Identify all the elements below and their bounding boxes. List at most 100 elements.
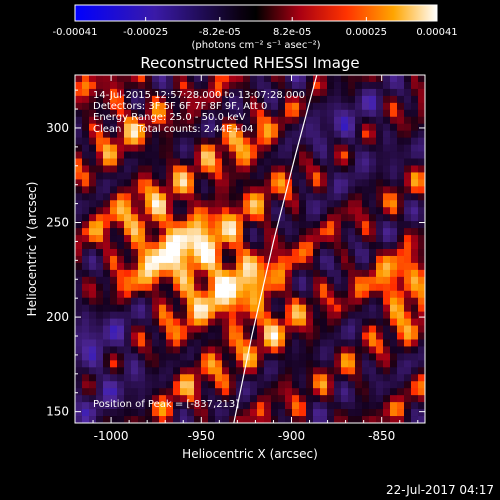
heatmap-cell <box>124 255 132 264</box>
heatmap-cell <box>271 214 279 222</box>
heatmap-cell <box>299 304 307 312</box>
heatmap-cell <box>257 402 265 410</box>
heatmap-cell <box>222 172 230 180</box>
heatmap-cell <box>348 269 356 278</box>
heatmap-cell <box>369 75 377 83</box>
heatmap-cell <box>313 144 321 152</box>
heatmap-cell <box>96 402 104 410</box>
heatmap-cell <box>327 381 335 389</box>
heatmap-cell <box>75 367 83 375</box>
heatmap-cell <box>96 290 104 299</box>
heatmap-cell <box>138 144 146 152</box>
heatmap-cell <box>369 102 377 111</box>
heatmap-cell <box>362 409 370 417</box>
heatmap-cell <box>173 116 181 125</box>
heatmap-cell <box>166 353 174 361</box>
heatmap-cell <box>355 221 363 229</box>
heatmap-cell <box>75 172 83 180</box>
heatmap-cell <box>117 269 125 278</box>
heatmap-cell <box>173 276 181 285</box>
heatmap-cell <box>89 297 97 305</box>
heatmap-cell <box>236 144 244 152</box>
heatmap-cell <box>250 381 258 389</box>
heatmap-cell <box>201 346 209 354</box>
heatmap-cell <box>75 332 83 340</box>
heatmap-cell <box>278 249 286 257</box>
heatmap-cell <box>341 269 349 278</box>
heatmap-cell <box>236 325 244 333</box>
heatmap-cell <box>138 297 146 305</box>
heatmap-cell <box>124 388 132 396</box>
heatmap-cell <box>222 116 230 125</box>
heatmap-cell <box>96 367 104 375</box>
colorbar-tick-label: -0.00025 <box>123 27 168 38</box>
heatmap-cell <box>397 221 405 229</box>
heatmap-cell <box>320 381 328 389</box>
heatmap-cell <box>166 109 174 118</box>
heatmap-cell <box>404 172 412 180</box>
heatmap-cell <box>313 339 321 347</box>
heatmap-cell <box>418 304 425 312</box>
heatmap-cell <box>376 360 384 368</box>
heatmap-cell <box>145 109 153 118</box>
heatmap-cell <box>250 283 258 292</box>
heatmap-cell <box>103 165 111 173</box>
heatmap-cell <box>75 193 83 201</box>
heatmap-cell <box>369 339 377 347</box>
heatmap-cell <box>117 116 125 125</box>
heatmap-cell <box>320 409 328 417</box>
heatmap-cell <box>82 116 90 125</box>
heatmap-cell <box>362 262 370 271</box>
heatmap-cell <box>243 130 251 138</box>
heatmap-cell <box>383 297 391 305</box>
heatmap-cell <box>110 88 118 97</box>
heatmap-cell <box>173 416 181 423</box>
heatmap-cell <box>124 353 132 361</box>
heatmap-cell <box>131 172 139 180</box>
heatmap-cell <box>124 75 132 83</box>
heatmap-cell <box>243 255 251 264</box>
heatmap-cell <box>166 332 174 340</box>
heatmap-cell <box>229 75 237 83</box>
heatmap-cell <box>243 151 251 159</box>
heatmap-cell <box>159 367 167 375</box>
heatmap-cell <box>292 158 300 166</box>
heatmap-cell <box>271 304 279 312</box>
heatmap-cell <box>117 123 125 131</box>
heatmap-cell <box>103 221 111 229</box>
heatmap-cell <box>75 290 83 299</box>
heatmap-cell <box>222 402 230 410</box>
heatmap-cell <box>257 158 265 166</box>
heatmap-cell <box>334 269 342 278</box>
heatmap-cell <box>376 283 384 292</box>
heatmap-cell <box>173 151 181 159</box>
heatmap-cell <box>222 207 230 215</box>
heatmap-cell <box>124 235 132 243</box>
heatmap-cell <box>411 339 419 347</box>
heatmap-cell <box>152 318 160 326</box>
heatmap-cell <box>285 339 293 347</box>
heatmap-cell <box>145 214 153 222</box>
heatmap-cell <box>285 255 293 264</box>
heatmap-cell <box>320 242 328 250</box>
heatmap-cell <box>292 388 300 396</box>
heatmap-cell <box>145 235 153 243</box>
heatmap-cell <box>201 269 209 278</box>
heatmap-cell <box>159 297 167 305</box>
heatmap-cell <box>222 151 230 159</box>
heatmap-cell <box>82 151 90 159</box>
heatmap-cell <box>89 123 97 131</box>
heatmap-cell <box>278 311 286 319</box>
heatmap-cell <box>292 249 300 257</box>
heatmap-cell <box>390 269 398 278</box>
heatmap-cell <box>390 75 398 83</box>
heatmap-cell <box>285 409 293 417</box>
heatmap-cell <box>299 137 307 145</box>
heatmap-cell <box>397 402 405 410</box>
heatmap-cell <box>355 102 363 111</box>
heatmap-cell <box>278 88 286 97</box>
heatmap-cell <box>215 374 223 382</box>
heatmap-cell <box>180 249 188 257</box>
heatmap-cell <box>390 179 398 187</box>
heatmap-cell <box>194 137 202 145</box>
